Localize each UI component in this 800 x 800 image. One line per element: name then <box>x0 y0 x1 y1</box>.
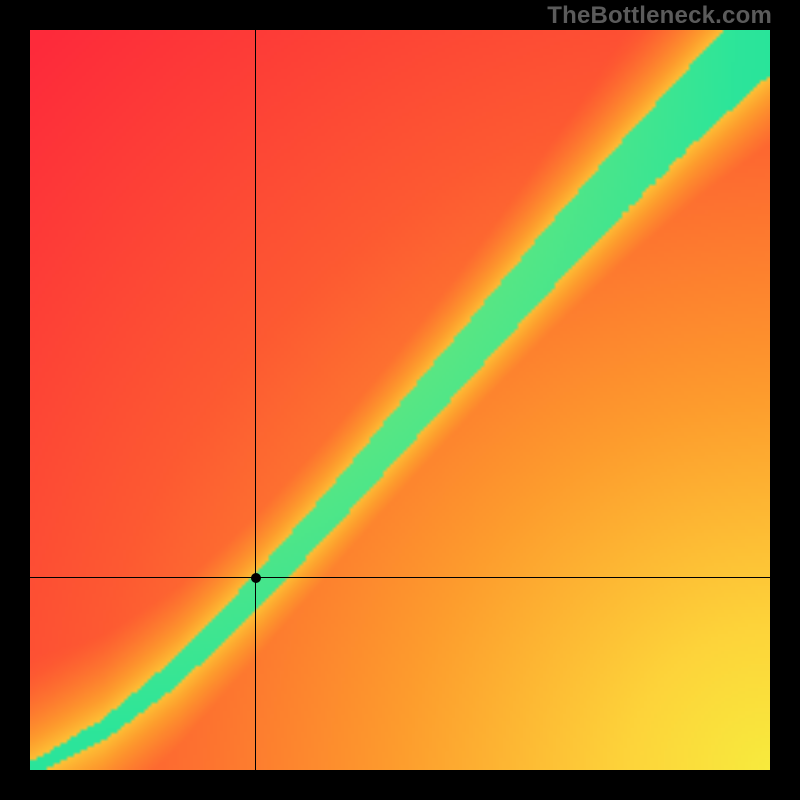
bottleneck-heatmap <box>30 30 770 770</box>
crosshair-horizontal <box>30 577 770 578</box>
heatmap-canvas <box>30 30 770 770</box>
stage: TheBottleneck.com <box>0 0 800 800</box>
watermark-text: TheBottleneck.com <box>547 2 772 30</box>
crosshair-vertical <box>255 30 256 770</box>
selection-marker <box>251 573 261 583</box>
